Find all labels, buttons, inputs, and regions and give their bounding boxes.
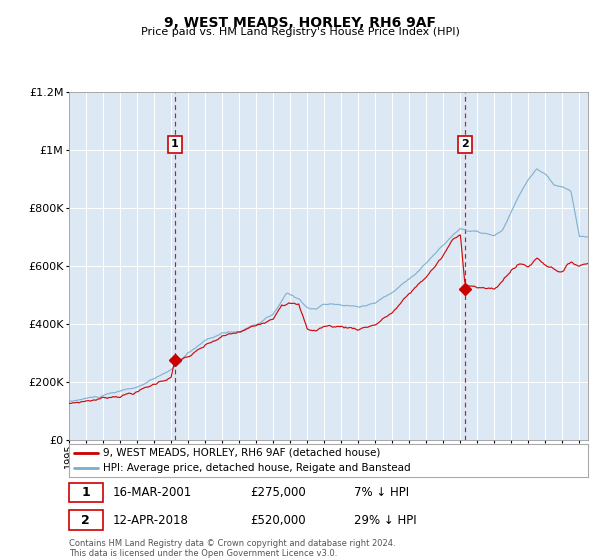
Text: 16-MAR-2001: 16-MAR-2001	[113, 486, 193, 499]
Text: 1: 1	[171, 139, 179, 150]
Text: 2: 2	[461, 139, 469, 150]
Text: 29% ↓ HPI: 29% ↓ HPI	[355, 514, 417, 526]
Text: 1: 1	[82, 486, 90, 499]
Text: 9, WEST MEADS, HORLEY, RH6 9AF (detached house): 9, WEST MEADS, HORLEY, RH6 9AF (detached…	[103, 448, 380, 458]
Text: 7% ↓ HPI: 7% ↓ HPI	[355, 486, 410, 499]
Text: 2: 2	[82, 514, 90, 526]
FancyBboxPatch shape	[69, 510, 103, 530]
Text: Price paid vs. HM Land Registry's House Price Index (HPI): Price paid vs. HM Land Registry's House …	[140, 27, 460, 37]
Text: £520,000: £520,000	[251, 514, 306, 526]
Text: 9, WEST MEADS, HORLEY, RH6 9AF: 9, WEST MEADS, HORLEY, RH6 9AF	[164, 16, 436, 30]
Text: HPI: Average price, detached house, Reigate and Banstead: HPI: Average price, detached house, Reig…	[103, 463, 410, 473]
Text: Contains HM Land Registry data © Crown copyright and database right 2024.
This d: Contains HM Land Registry data © Crown c…	[69, 539, 395, 558]
Text: £275,000: £275,000	[251, 486, 307, 499]
Text: 12-APR-2018: 12-APR-2018	[113, 514, 189, 526]
FancyBboxPatch shape	[69, 483, 103, 502]
